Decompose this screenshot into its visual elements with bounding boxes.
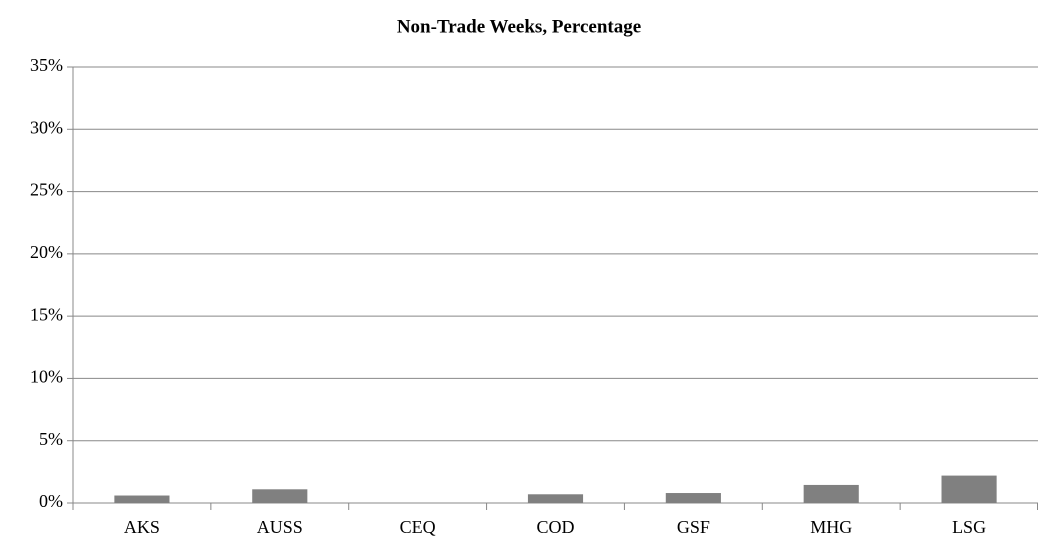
y-tick-label: 30% — [30, 117, 63, 137]
x-tick-label: MHG — [810, 517, 852, 537]
y-tick-label: 5% — [39, 429, 63, 449]
bar — [665, 493, 721, 503]
y-tick-label: 35% — [30, 55, 63, 75]
y-tick-label: 20% — [30, 242, 63, 262]
x-tick-label: GSF — [677, 517, 710, 537]
x-tick-label: COD — [536, 517, 574, 537]
bar — [941, 475, 997, 503]
chart-title: Non-Trade Weeks, Percentage — [397, 16, 641, 37]
y-tick-label: 15% — [30, 304, 63, 324]
y-tick-label: 0% — [39, 491, 63, 511]
y-tick-label: 25% — [30, 180, 63, 200]
bar — [803, 484, 859, 503]
bar — [114, 495, 170, 503]
x-tick-label: LSG — [952, 517, 986, 537]
x-tick-label: AKS — [124, 517, 160, 537]
x-tick-label: CEQ — [400, 517, 436, 537]
y-tick-label: 10% — [30, 367, 63, 387]
bar — [252, 489, 308, 503]
x-tick-label: AUSS — [257, 517, 303, 537]
bar — [527, 494, 584, 503]
